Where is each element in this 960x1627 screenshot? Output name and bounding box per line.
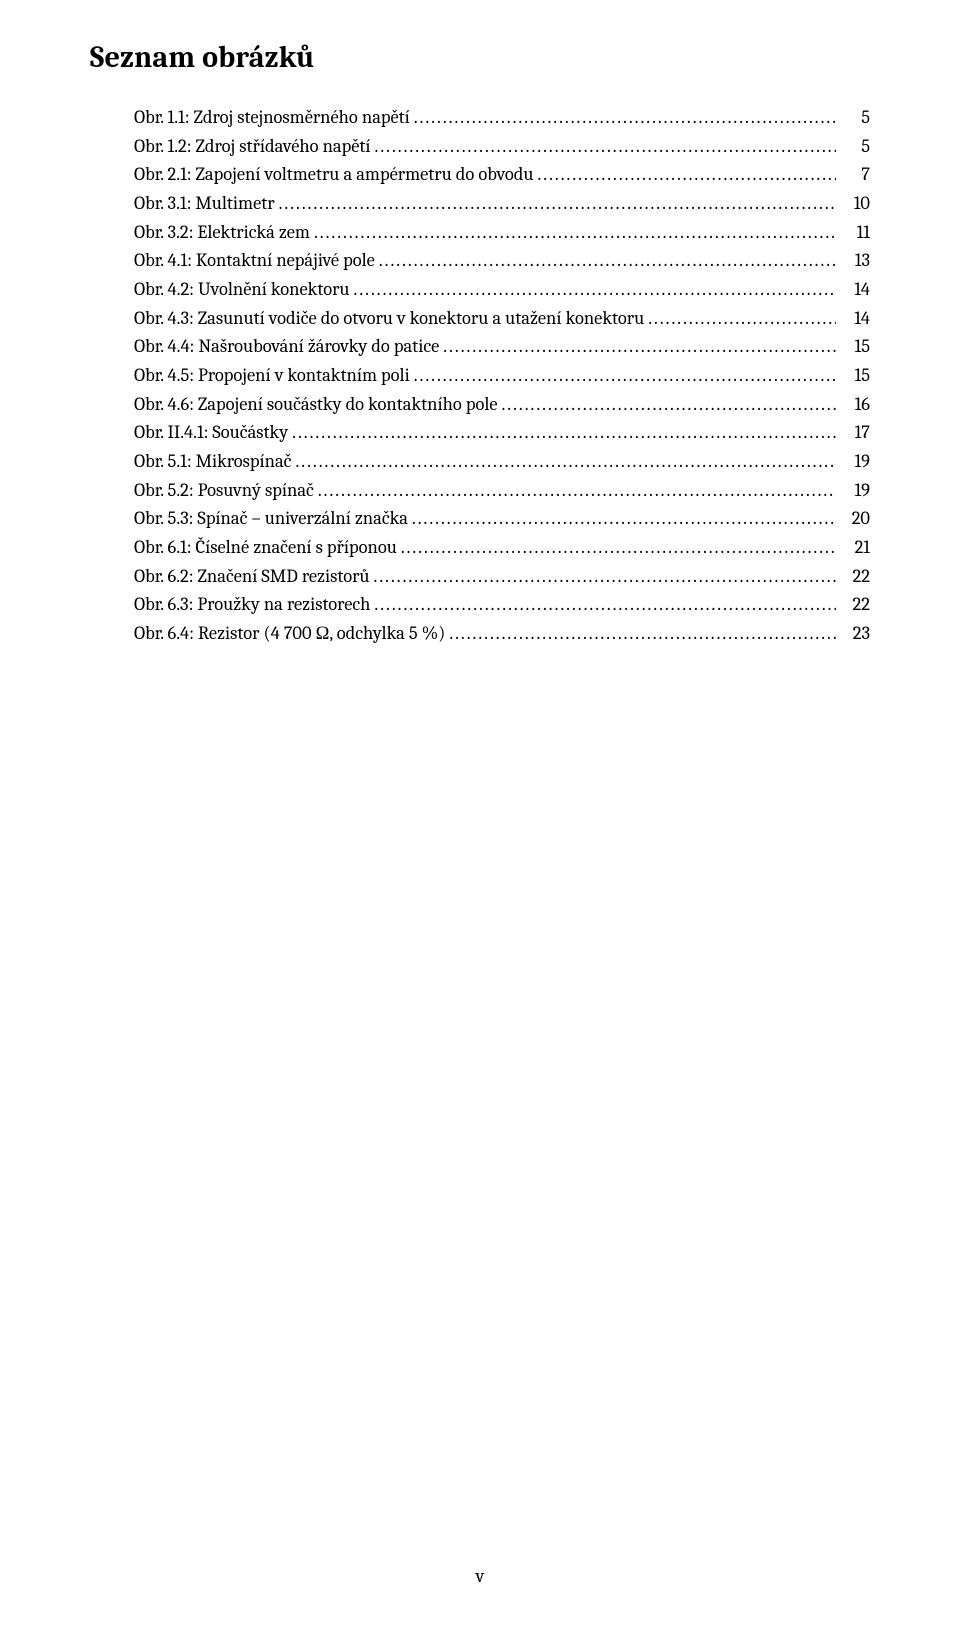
toc-entry-page: 20 [840, 504, 870, 533]
toc-entry-page: 11 [840, 218, 870, 247]
toc-entry-label: Obr. 6.1: Číselné značení s příponou [134, 533, 397, 562]
toc-entry-page: 14 [840, 304, 870, 333]
toc-entry: Obr. 6.1: Číselné značení s příponou 21 [134, 533, 870, 562]
toc-entry-label: Obr. 3.2: Elektrická zem [134, 218, 310, 247]
toc-entry: Obr. 5.1: Mikrospínač 19 [134, 447, 870, 476]
toc-entry-label: Obr. 5.3: Spínač – univerzální značka [134, 504, 408, 533]
toc-leader [538, 160, 837, 189]
toc-entry-page: 7 [840, 160, 870, 189]
toc-entry-label: Obr. 4.3: Zasunutí vodiče do otvoru v ko… [134, 304, 644, 333]
toc-entry: Obr. 6.2: Značení SMD rezistorů 22 [134, 562, 870, 591]
toc-leader [279, 189, 836, 218]
toc-leader [414, 361, 836, 390]
toc-entry: Obr. 4.5: Propojení v kontaktním poli 15 [134, 361, 870, 390]
toc-entry-page: 14 [840, 275, 870, 304]
page-number: v [0, 1565, 960, 1587]
toc-leader [412, 504, 836, 533]
toc-entry: Obr. 5.2: Posuvný spínač 19 [134, 476, 870, 505]
toc-leader [292, 418, 836, 447]
toc-entry-page: 23 [840, 619, 870, 648]
toc-entry-label: Obr. 1.1: Zdroj stejnosměrného napětí [134, 103, 410, 132]
toc-entry-page: 15 [840, 332, 870, 361]
toc-entry-label: Obr. 6.2: Značení SMD rezistorů [134, 562, 370, 591]
toc-entry-page: 10 [840, 189, 870, 218]
toc-leader [375, 132, 836, 161]
toc-leader [648, 304, 836, 333]
toc-entry-page: 19 [840, 476, 870, 505]
toc-leader [401, 533, 836, 562]
toc-entry-label: Obr. 6.3: Proužky na rezistorech [134, 590, 370, 619]
toc-entry-label: Obr. 4.6: Zapojení součástky do kontaktn… [134, 390, 498, 419]
toc-entry: Obr. 6.3: Proužky na rezistorech 22 [134, 590, 870, 619]
toc-leader [354, 275, 836, 304]
toc-entry-page: 5 [840, 103, 870, 132]
toc-entry-page: 16 [840, 390, 870, 419]
toc-entry: Obr. 3.1: Multimetr 10 [134, 189, 870, 218]
toc-leader [374, 562, 836, 591]
toc-leader [374, 590, 836, 619]
toc-entry: Obr. 5.3: Spínač – univerzální značka 20 [134, 504, 870, 533]
toc-leader [314, 218, 836, 247]
toc-leader [502, 390, 837, 419]
toc-entry-label: Obr. 4.5: Propojení v kontaktním poli [134, 361, 410, 390]
toc-entry: Obr. 4.4: Našroubování žárovky do patice… [134, 332, 870, 361]
toc-entry-label: Obr. 5.2: Posuvný spínač [134, 476, 314, 505]
toc-entry-label: Obr. 6.4: Rezistor (4 700 Ω, odchylka 5 … [134, 619, 445, 648]
toc-entry: Obr. 4.6: Zapojení součástky do kontaktn… [134, 390, 870, 419]
toc-entry-page: 22 [840, 562, 870, 591]
toc-entry-page: 19 [840, 447, 870, 476]
toc-entry: Obr. 6.4: Rezistor (4 700 Ω, odchylka 5 … [134, 619, 870, 648]
toc-leader [318, 476, 836, 505]
table-of-contents: Obr. 1.1: Zdroj stejnosměrného napětí5Ob… [90, 103, 870, 648]
toc-entry: Obr. 2.1: Zapojení voltmetru a ampérmetr… [134, 160, 870, 189]
toc-entry-label: Obr. 1.2: Zdroj střídavého napětí [134, 132, 371, 161]
toc-entry-page: 22 [840, 590, 870, 619]
toc-entry: Obr. II.4.1: Součástky 17 [134, 418, 870, 447]
toc-leader [443, 332, 836, 361]
toc-entry-label: Obr. 4.2: Uvolnění konektoru [134, 275, 350, 304]
toc-entry: Obr. 1.2: Zdroj střídavého napětí 5 [134, 132, 870, 161]
toc-entry-page: 17 [840, 418, 870, 447]
toc-entry-page: 15 [840, 361, 870, 390]
toc-entry-page: 13 [840, 246, 870, 275]
toc-entry-page: 5 [840, 132, 870, 161]
toc-entry-label: Obr. 4.1: Kontaktní nepájivé pole [134, 246, 375, 275]
toc-entry-page: 21 [840, 533, 870, 562]
page-title: Seznam obrázků [90, 40, 870, 75]
toc-leader [379, 246, 836, 275]
toc-entry-label: Obr. 4.4: Našroubování žárovky do patice [134, 332, 439, 361]
toc-leader [414, 103, 836, 132]
toc-entry-label: Obr. 3.1: Multimetr [134, 189, 275, 218]
toc-leader [295, 447, 836, 476]
toc-entry: Obr. 1.1: Zdroj stejnosměrného napětí 5 [134, 103, 870, 132]
toc-entry-label: Obr. 5.1: Mikrospínač [134, 447, 291, 476]
toc-entry-label: Obr. 2.1: Zapojení voltmetru a ampérmetr… [134, 160, 534, 189]
toc-entry: Obr. 3.2: Elektrická zem 11 [134, 218, 870, 247]
toc-entry: Obr. 4.2: Uvolnění konektoru 14 [134, 275, 870, 304]
toc-leader [449, 619, 836, 648]
toc-entry-label: Obr. II.4.1: Součástky [134, 418, 288, 447]
toc-entry: Obr. 4.1: Kontaktní nepájivé pole 13 [134, 246, 870, 275]
toc-entry: Obr. 4.3: Zasunutí vodiče do otvoru v ko… [134, 304, 870, 333]
